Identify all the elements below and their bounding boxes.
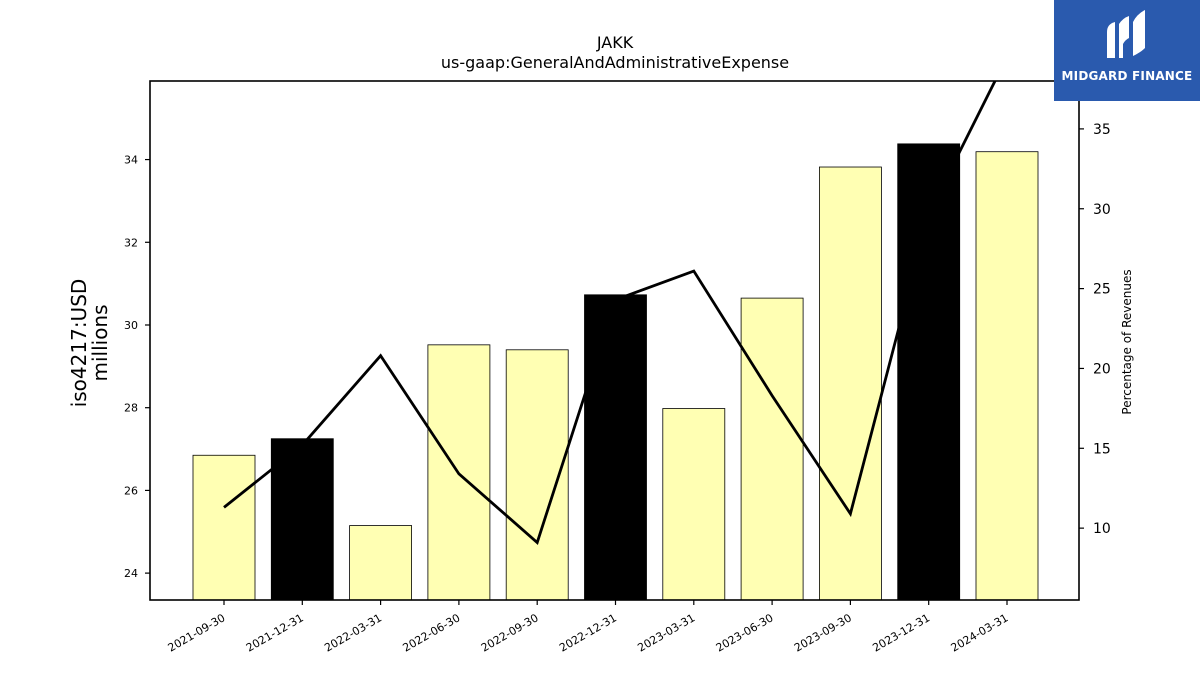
x-tick-label-2022-06-30: 2022-06-30	[401, 611, 463, 654]
left-tick-label-34: 34	[124, 154, 138, 167]
midgard-finance-logo: MIDGARD FINANCE	[1054, 0, 1200, 101]
bar-2022-03-31	[349, 525, 413, 600]
left-tick-label-24: 24	[124, 567, 138, 580]
bar-2021-09-30	[192, 454, 256, 600]
bar-2021-12-31	[270, 438, 334, 600]
left-tick-label-30: 30	[124, 319, 138, 332]
left-tick-label-28: 28	[124, 402, 138, 415]
right-tick-label-20: 20	[1093, 361, 1111, 377]
right-tick-label-15: 15	[1093, 441, 1111, 457]
x-tick-label-2021-09-30: 2021-09-30	[166, 611, 228, 654]
right-tick-label-35: 35	[1093, 122, 1111, 138]
bar-2022-12-31	[584, 294, 647, 600]
y-axis-label-line: millions	[88, 304, 112, 381]
y2-axis-label: Percentage of Revenues	[1120, 269, 1134, 414]
x-tick-label-2024-03-31: 2024-03-31	[949, 611, 1011, 654]
x-tick-label-2023-03-31: 2023-03-31	[635, 611, 697, 654]
x-tick-label-2023-12-31: 2023-12-31	[870, 611, 932, 654]
x-tick-label-2023-06-30: 2023-06-30	[714, 611, 776, 654]
bar-2023-03-31	[662, 408, 726, 600]
x-tick-label-2023-09-30: 2023-09-30	[792, 611, 854, 654]
right-tick-label-10: 10	[1093, 521, 1111, 537]
x-tick-label-2022-03-31: 2022-03-31	[322, 611, 384, 654]
right-tick-label-30: 30	[1093, 202, 1111, 218]
x-tick-label-2021-12-31: 2021-12-31	[244, 611, 306, 654]
bar-2023-12-31	[897, 143, 961, 600]
bar-2023-09-30	[819, 166, 882, 600]
plot-frame	[149, 80, 1080, 601]
bar-2023-06-30	[740, 297, 804, 600]
chart-title: JAKK	[596, 33, 634, 52]
y-axis-label: iso4217:USDmillions	[67, 279, 112, 408]
bar-2024-03-31	[975, 151, 1039, 600]
x-tick-label-2022-12-31: 2022-12-31	[557, 611, 619, 654]
right-tick-label-25: 25	[1093, 282, 1111, 298]
plot-area	[192, 81, 1039, 600]
left-tick-label-26: 26	[124, 484, 138, 497]
x-tick-label-2022-09-30: 2022-09-30	[479, 611, 541, 654]
chart-subtitle: us-gaap:GeneralAndAdministrativeExpense	[441, 53, 789, 72]
y-axis-label-line: iso4217:USD	[67, 279, 91, 408]
left-tick-label-32: 32	[124, 236, 138, 249]
logo-text: MIDGARD FINANCE	[1061, 69, 1193, 83]
logo-mark-icon	[1107, 10, 1145, 58]
